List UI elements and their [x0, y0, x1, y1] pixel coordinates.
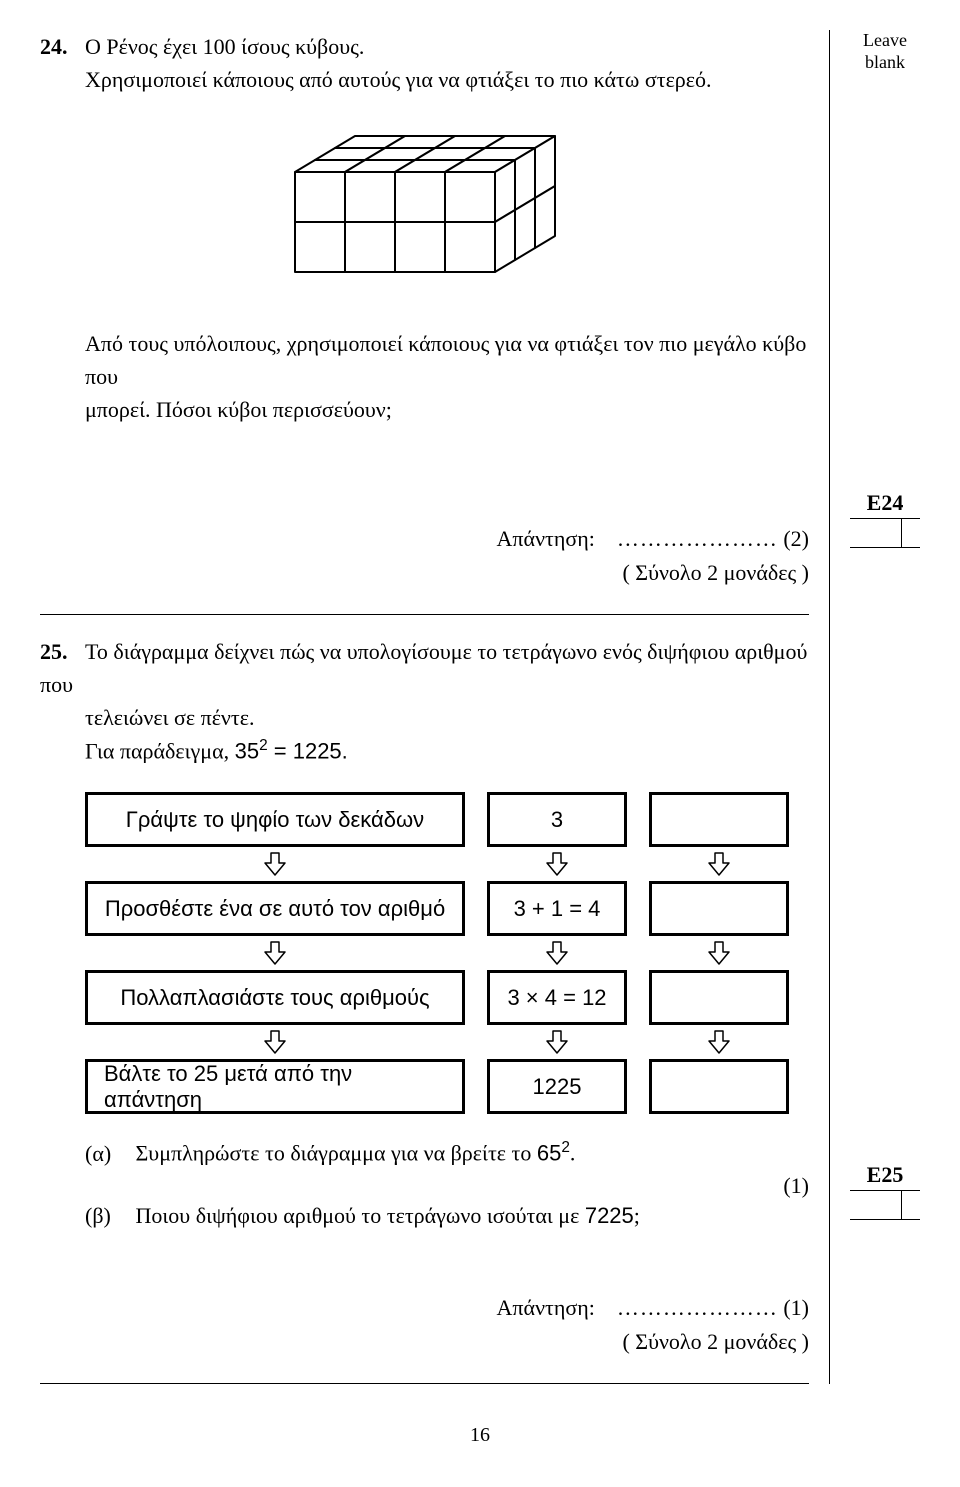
flow-r3-mid: 3 × 4 = 12 — [487, 970, 627, 1025]
q25-sub-a-t2: 65 — [537, 1141, 561, 1166]
flow-r1-mid: 3 — [487, 792, 627, 847]
flow-r2-mid: 3 + 1 = 4 — [487, 881, 627, 936]
q25-line3c: = 1225. — [268, 738, 348, 763]
margin-blank: blank — [850, 52, 920, 74]
q25-mark-box: E25 — [850, 1162, 920, 1220]
flow-r1-left: Γράψτε το ψηφίο των δεκάδων — [85, 792, 465, 847]
divider — [40, 614, 809, 615]
flow-r4-right[interactable] — [649, 1059, 789, 1114]
cuboid-diagram — [40, 126, 809, 287]
q25-sub-a-marks-row: (1) — [40, 1173, 809, 1199]
q24-below1: Από τους υπόλοιπους, χρησιμοποιεί κάποιο… — [40, 327, 809, 393]
q25-text1: Το διάγραμμα δείχνει πώς να υπολογίσουμε… — [40, 639, 807, 697]
margin-leave: Leave — [850, 30, 920, 52]
q25-sub-b-t2: 7225 — [585, 1203, 634, 1228]
q25-line3-sq: 2 — [259, 737, 268, 754]
q25-line1: 25.Το διάγραμμα δείχνει πώς να υπολογίσο… — [40, 635, 809, 701]
flow-r3-right[interactable] — [649, 970, 789, 1025]
content-column: 24.Ο Ρένος έχει 100 ίσους κύβους. Χρησιμ… — [40, 30, 830, 1384]
q25-number: 25. — [40, 635, 85, 668]
flow-arrows-2 — [85, 940, 809, 966]
q25-line3b: 35 — [235, 738, 259, 763]
flow-arrows-3 — [85, 1029, 809, 1055]
q24-answer-label: Απάντηση: — [497, 526, 595, 551]
flow-row-4: Βάλτε το 25 μετά από την απάντηση 1225 — [85, 1059, 809, 1114]
flow-r4-left: Βάλτε το 25 μετά από την απάντηση — [85, 1059, 465, 1114]
flow-r2-left: Προσθέστε ένα σε αυτό τον αριθμό — [85, 881, 465, 936]
q24-total: ( Σύνολο 2 μονάδες ) — [40, 560, 809, 586]
flowchart: Γράψτε το ψηφίο των δεκάδων 3 Προσθέστε … — [85, 792, 809, 1114]
q24-e-label: E24 — [850, 490, 920, 516]
q24-line1: 24.Ο Ρένος έχει 100 ίσους κύβους. — [40, 30, 809, 63]
q25-line3: Για παράδειγμα, 352 = 1225. — [40, 734, 809, 767]
flow-r4-mid: 1225 — [487, 1059, 627, 1114]
margin-note: Leave blank — [850, 30, 920, 73]
q25-total: ( Σύνολο 2 μονάδες ) — [40, 1329, 809, 1355]
q25-sub-a-t1: Συμπληρώστε το διάγραμμα για να βρείτε τ… — [136, 1141, 537, 1166]
q25-sub-b-label: (β) — [40, 1203, 130, 1229]
q25-sub-b: (β) Ποιου διψήφιου αριθμού το τετράγωνο … — [40, 1203, 809, 1229]
page-number: 16 — [40, 1424, 920, 1447]
q24-e-boxes — [850, 518, 920, 548]
q25-sub-a-sq: 2 — [561, 1139, 570, 1156]
q24-below2: μπορεί. Πόσοι κύβοι περισσεύουν; — [40, 393, 809, 426]
flow-r2-right[interactable] — [649, 881, 789, 936]
q25-sub-a-marks: (1) — [783, 1173, 809, 1198]
flow-r3-left: Πολλαπλασιάστε τους αριθμούς — [85, 970, 465, 1025]
q25-e-label: E25 — [850, 1162, 920, 1188]
q25-answer-label: Απάντηση: — [497, 1295, 595, 1320]
q25-line3a: Για παράδειγμα, — [85, 738, 235, 763]
q24-number: 24. — [40, 30, 85, 63]
flow-row-3: Πολλαπλασιάστε τους αριθμούς 3 × 4 = 12 — [85, 970, 809, 1025]
q25-sub-b-t3: ; — [634, 1203, 640, 1228]
divider-2 — [40, 1383, 809, 1384]
q24-text1: Ο Ρένος έχει 100 ίσους κύβους. — [85, 34, 364, 59]
q25-answer-dots: ………………… — [617, 1295, 778, 1320]
q25-sub-b-t1: Ποιου διψήφιου αριθμού το τετράγωνο ισού… — [136, 1203, 585, 1228]
q25-sub-a-t3: . — [570, 1141, 576, 1166]
q24-mark-box: E24 — [850, 490, 920, 548]
q25-answer-row: Απάντηση: ………………… (1) — [40, 1295, 809, 1321]
flow-row-2: Προσθέστε ένα σε αυτό τον αριθμό 3 + 1 =… — [85, 881, 809, 936]
q25-e-boxes — [850, 1190, 920, 1220]
q24-answer-row: Απάντηση: ………………… (2) — [40, 526, 809, 552]
flow-arrows-1 — [85, 851, 809, 877]
q25-sub-a: (α) Συμπληρώστε το διάγραμμα για να βρεί… — [40, 1139, 809, 1166]
q25-sub-a-label: (α) — [40, 1141, 130, 1167]
q24-answer-dots: ………………… — [617, 526, 778, 551]
flow-row-1: Γράψτε το ψηφίο των δεκάδων 3 — [85, 792, 809, 847]
exam-page: Leave blank 24.Ο Ρένος έχει 100 ίσους κύ… — [0, 0, 960, 1487]
flow-r1-right[interactable] — [649, 792, 789, 847]
q25-answer-marks: (1) — [783, 1295, 809, 1320]
q25-line2: τελειώνει σε πέντε. — [40, 701, 809, 734]
q24-answer-marks: (2) — [783, 526, 809, 551]
q24-line2: Χρησιμοποιεί κάποιους από αυτούς για να … — [40, 63, 809, 96]
